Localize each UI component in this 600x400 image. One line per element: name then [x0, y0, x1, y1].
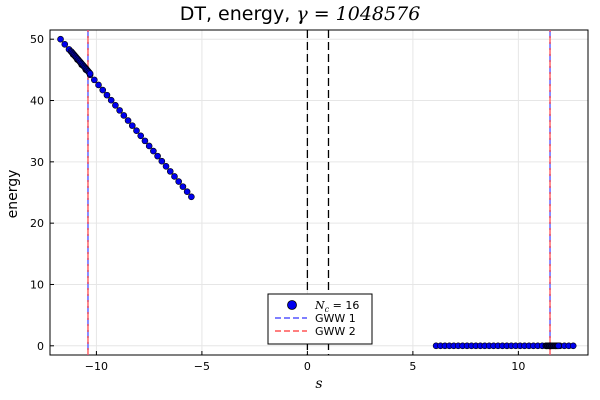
x-tick-label: 0 [304, 360, 311, 373]
data-point [555, 342, 562, 350]
data-point [183, 188, 191, 196]
x-axis-label: s [315, 376, 322, 392]
data-point [116, 107, 123, 114]
y-tick-label: 30 [30, 156, 44, 169]
x-tick-label: −5 [194, 360, 210, 373]
data-point [99, 86, 107, 94]
legend-box [267, 293, 373, 345]
data-point [569, 342, 577, 350]
data-point [141, 137, 149, 145]
data-point [57, 35, 64, 43]
data-point [158, 157, 166, 165]
y-tick-label: 10 [30, 278, 44, 291]
data-point [86, 70, 94, 77]
y-axis-label: energy [5, 170, 21, 219]
data-point [137, 132, 145, 140]
point-layer [57, 35, 577, 350]
data-point [150, 147, 157, 155]
y-tick-label: 20 [30, 217, 44, 230]
data-point [61, 40, 69, 48]
legend-label-gww2: GWW 2 [315, 325, 356, 338]
y-tick-label: 50 [30, 33, 44, 46]
legend-label-nc16-rest: = 16 [329, 299, 359, 312]
legend-label-nc16-sub: c [325, 305, 330, 314]
data-point [154, 152, 161, 160]
data-point [112, 101, 119, 109]
data-point [120, 112, 128, 119]
y-tick-label: 0 [37, 340, 44, 353]
data-point [162, 162, 170, 170]
plot-frame [49, 29, 589, 356]
data-point [166, 168, 174, 175]
legend: Nc = 16 GWW 1 GWW 2 [267, 293, 373, 345]
chart-title: DT, energy, γ = 1048576 [180, 3, 421, 25]
x-tick-label: 10 [511, 360, 525, 373]
chart-title-text: DT, energy, [180, 3, 297, 25]
data-point [175, 178, 182, 185]
data-point [95, 81, 102, 89]
data-point [124, 117, 132, 124]
chart-title-math: γ = 1048576 [296, 3, 420, 25]
data-point [188, 193, 195, 201]
legend-label-nc16-math: N [314, 299, 325, 312]
data-point [91, 76, 98, 84]
legend-label-nc16: Nc = 16 [314, 299, 359, 314]
data-point [128, 122, 136, 129]
data-point [107, 96, 115, 104]
data-point [171, 173, 178, 180]
data-point [145, 142, 153, 150]
tick-layer: −10 −5 0 5 10 0 10 20 30 40 50 [30, 33, 525, 373]
x-tick-label: 5 [409, 360, 416, 373]
legend-label-gww1: GWW 1 [315, 312, 356, 325]
data-point [103, 91, 111, 99]
y-tick-label: 40 [30, 95, 44, 108]
x-tick-label: −10 [85, 360, 108, 373]
data-point [179, 183, 187, 190]
legend-marker-nc16 [287, 300, 297, 310]
data-point [133, 127, 140, 135]
